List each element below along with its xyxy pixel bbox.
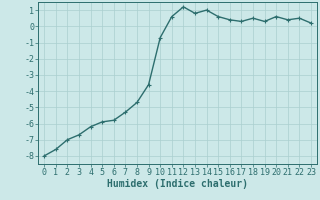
X-axis label: Humidex (Indice chaleur): Humidex (Indice chaleur) [107, 179, 248, 189]
